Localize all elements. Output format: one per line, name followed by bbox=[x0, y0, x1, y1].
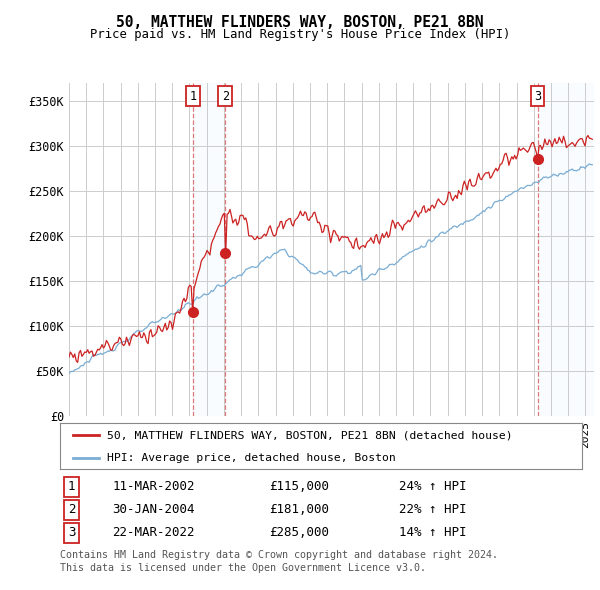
Bar bbox=[193, 83, 225, 416]
Text: £285,000: £285,000 bbox=[269, 526, 329, 539]
Text: 3: 3 bbox=[534, 90, 541, 103]
Text: £181,000: £181,000 bbox=[269, 503, 329, 516]
Text: HPI: Average price, detached house, Boston: HPI: Average price, detached house, Bost… bbox=[107, 453, 396, 463]
Text: 1: 1 bbox=[68, 480, 75, 493]
Text: 2: 2 bbox=[222, 90, 229, 103]
Text: 50, MATTHEW FLINDERS WAY, BOSTON, PE21 8BN: 50, MATTHEW FLINDERS WAY, BOSTON, PE21 8… bbox=[116, 15, 484, 30]
Text: 22% ↑ HPI: 22% ↑ HPI bbox=[400, 503, 467, 516]
Text: Contains HM Land Registry data © Crown copyright and database right 2024.: Contains HM Land Registry data © Crown c… bbox=[60, 550, 498, 560]
Text: 50, MATTHEW FLINDERS WAY, BOSTON, PE21 8BN (detached house): 50, MATTHEW FLINDERS WAY, BOSTON, PE21 8… bbox=[107, 431, 512, 441]
Text: 1: 1 bbox=[189, 90, 196, 103]
Text: 30-JAN-2004: 30-JAN-2004 bbox=[112, 503, 194, 516]
Text: 3: 3 bbox=[68, 526, 75, 539]
Text: This data is licensed under the Open Government Licence v3.0.: This data is licensed under the Open Gov… bbox=[60, 563, 426, 573]
Text: 11-MAR-2002: 11-MAR-2002 bbox=[112, 480, 194, 493]
Text: £115,000: £115,000 bbox=[269, 480, 329, 493]
Text: 14% ↑ HPI: 14% ↑ HPI bbox=[400, 526, 467, 539]
Text: 22-MAR-2022: 22-MAR-2022 bbox=[112, 526, 194, 539]
Text: Price paid vs. HM Land Registry's House Price Index (HPI): Price paid vs. HM Land Registry's House … bbox=[90, 28, 510, 41]
Text: 2: 2 bbox=[68, 503, 75, 516]
Text: 24% ↑ HPI: 24% ↑ HPI bbox=[400, 480, 467, 493]
Bar bbox=[538, 83, 594, 416]
